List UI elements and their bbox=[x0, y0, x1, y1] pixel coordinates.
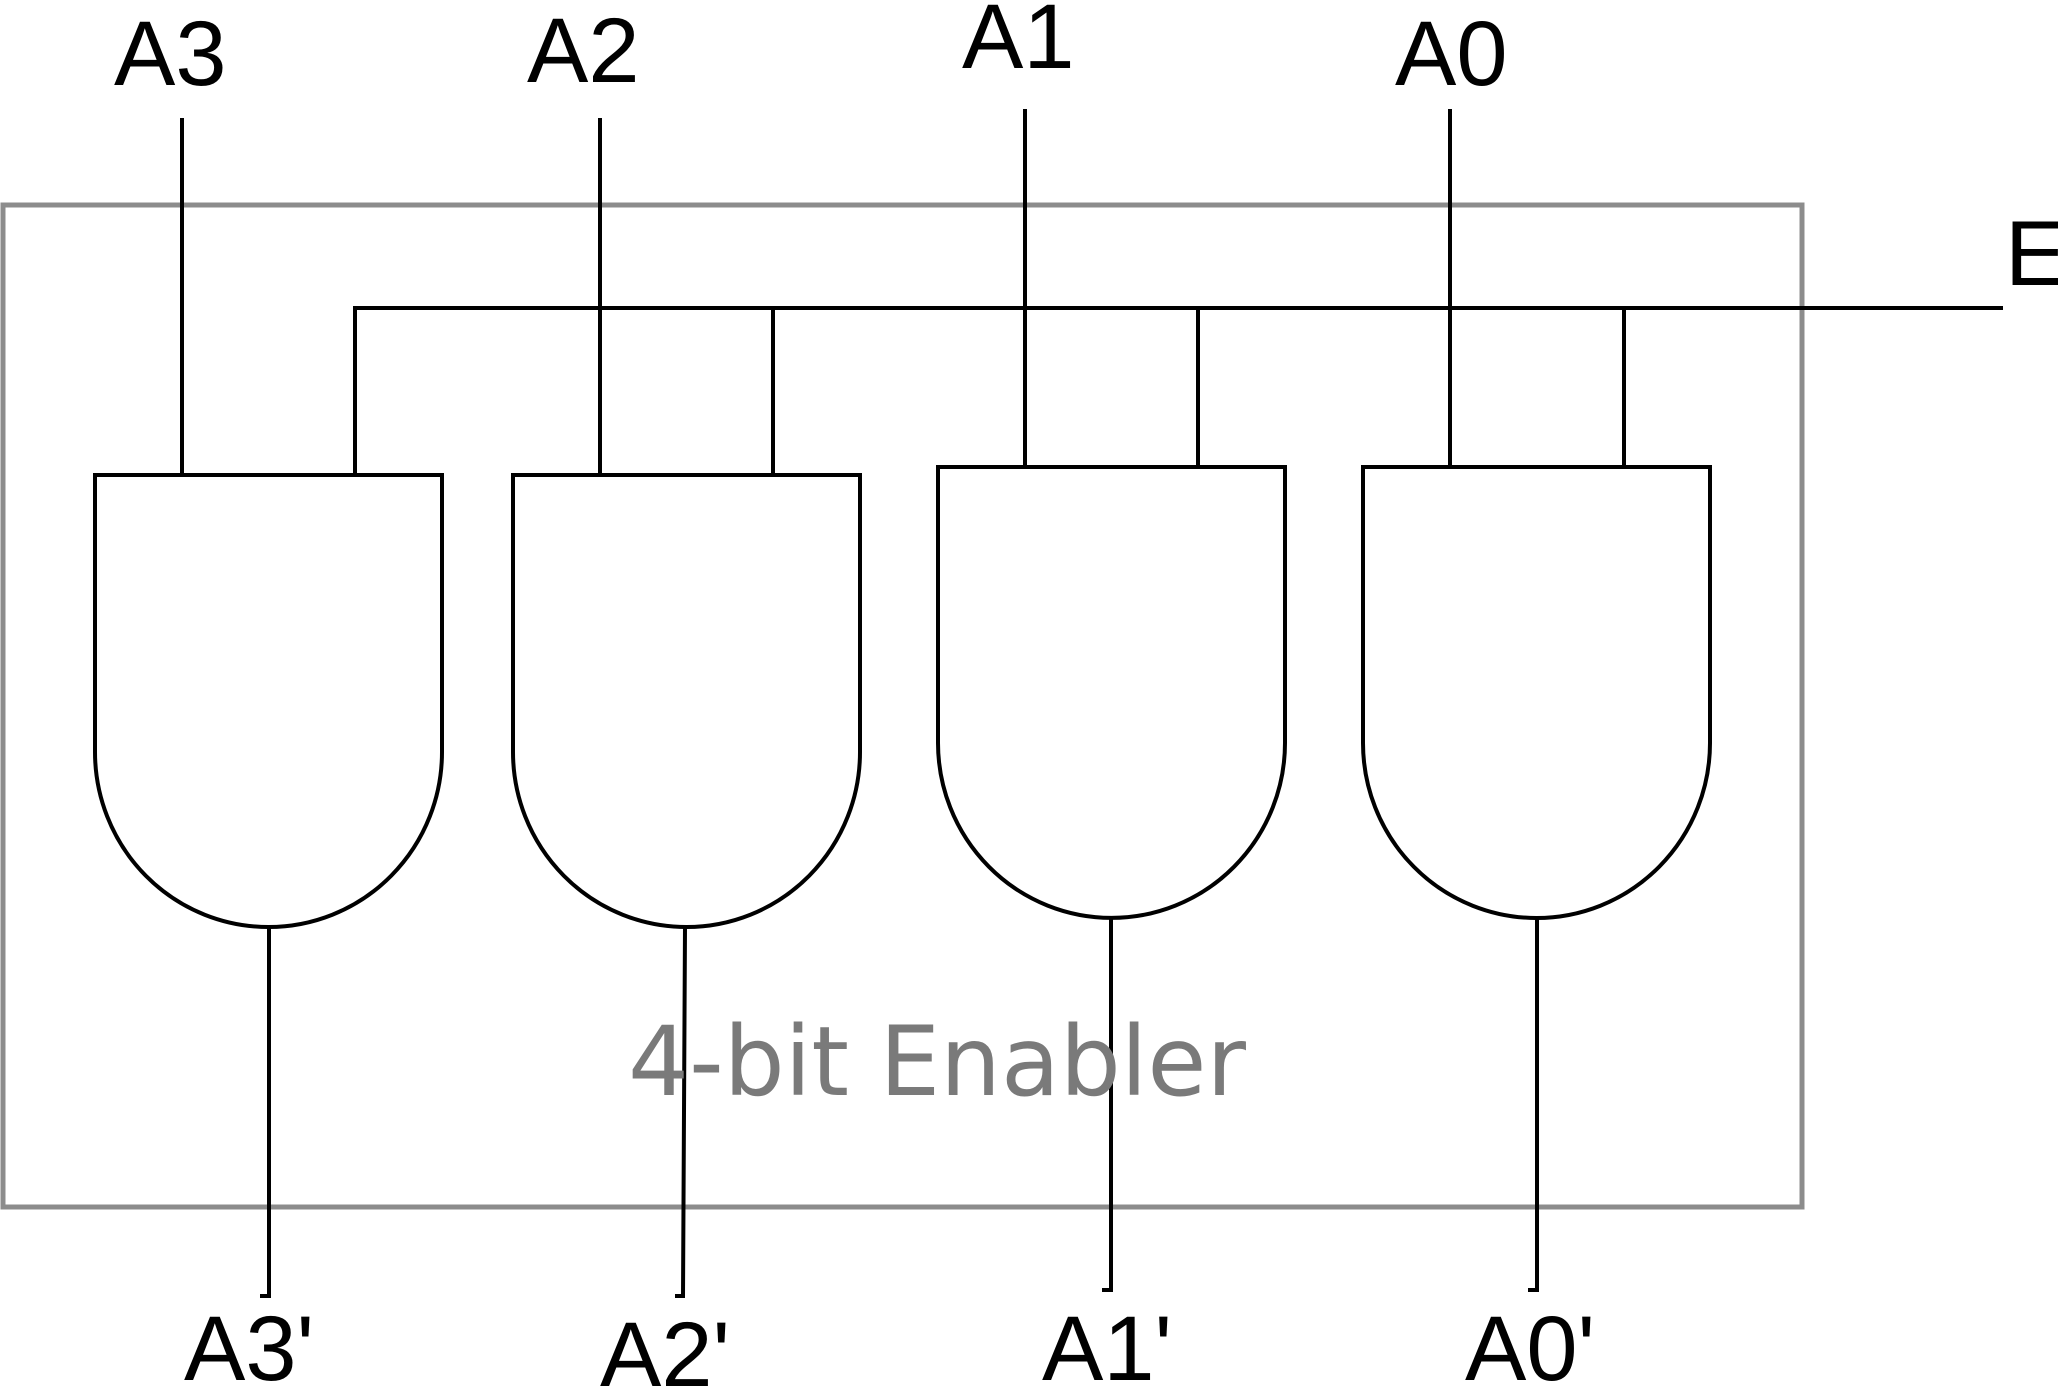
output-label-a2: A2' bbox=[600, 1304, 730, 1386]
output-wire-a0 bbox=[1528, 916, 1539, 1292]
input-label-a2: A2 bbox=[527, 0, 640, 102]
input-label-a3: A3 bbox=[114, 3, 227, 105]
input-label-a1: A1 bbox=[962, 0, 1075, 88]
output-label-a0: A0' bbox=[1465, 1298, 1595, 1386]
output-wire-a3 bbox=[260, 925, 271, 1298]
input-label-a0: A0 bbox=[1395, 3, 1508, 105]
and-gate-a0 bbox=[1361, 465, 1712, 920]
enable-label: E bbox=[2005, 203, 2058, 305]
output-label-a3: A3' bbox=[184, 1298, 314, 1386]
and-gate-a2 bbox=[511, 473, 862, 929]
output-label-a1: A1' bbox=[1042, 1298, 1172, 1386]
and-gate-a1 bbox=[936, 465, 1287, 920]
and-gate-a3 bbox=[93, 473, 444, 929]
enabler-box bbox=[0, 202, 1805, 1210]
output-wire-a2 bbox=[675, 924, 688, 1298]
output-wire-a1 bbox=[1102, 916, 1113, 1292]
enable-bus bbox=[353, 306, 2003, 477]
block-label: 4-bit Enabler bbox=[628, 1006, 1246, 1118]
